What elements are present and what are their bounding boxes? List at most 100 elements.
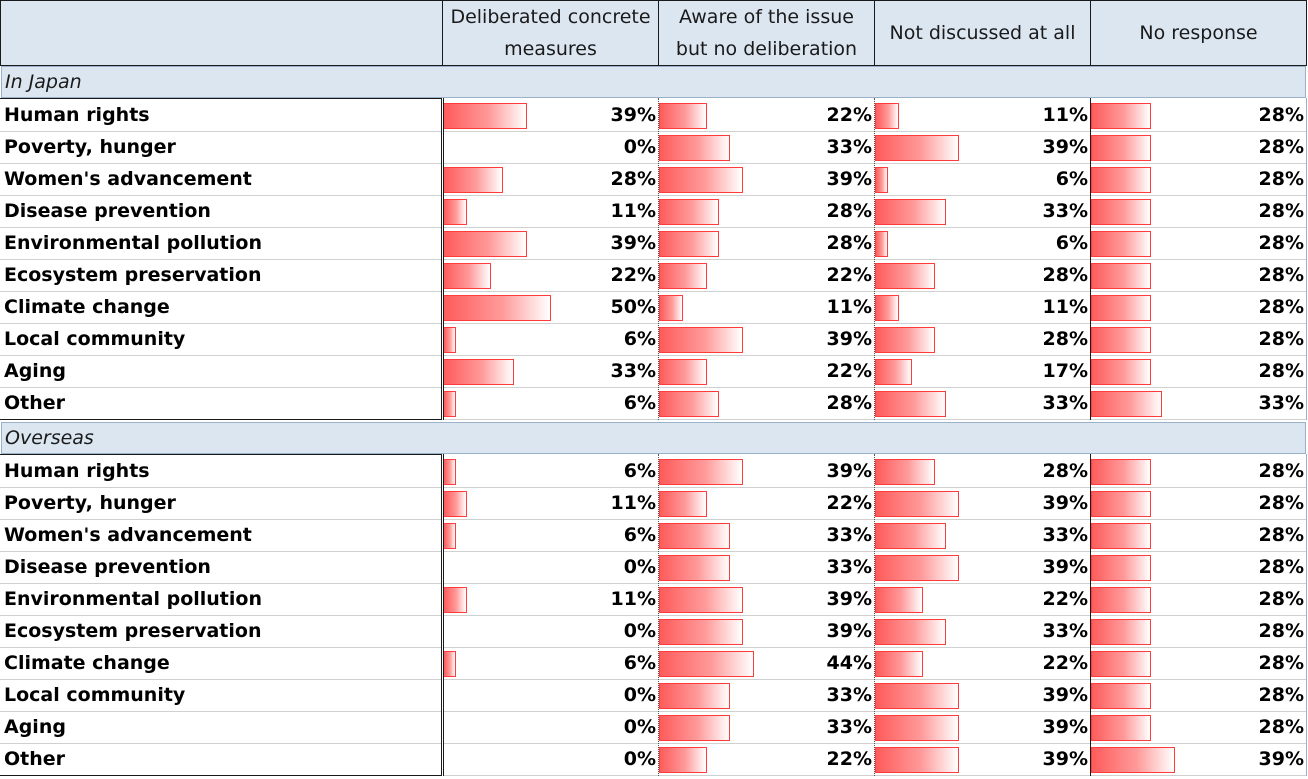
table-row: Environmental pollution 11% 39% 22% 28% <box>0 584 1308 616</box>
row-label: Other <box>0 388 441 420</box>
cell-deliberated: 28% <box>443 164 659 196</box>
data-value-label: 39% <box>1042 492 1088 514</box>
cell-aware: 33% <box>659 132 875 164</box>
data-value-label: 28% <box>1258 200 1304 222</box>
data-bar <box>659 651 754 677</box>
data-value-label: 6% <box>623 392 656 414</box>
data-value-label: 22% <box>1042 652 1088 674</box>
data-value-label: 11% <box>826 296 872 318</box>
data-value-label: 11% <box>610 588 656 610</box>
data-bar <box>443 295 551 321</box>
data-bar <box>1091 327 1151 353</box>
data-bar <box>1091 555 1151 581</box>
column-divider <box>1090 98 1091 420</box>
table-row: Ecosystem preservation 0% 39% 33% 28% <box>0 616 1308 648</box>
data-value-label: 39% <box>826 620 872 642</box>
data-value-label: 28% <box>1258 328 1304 350</box>
cell-not-discussed: 39% <box>875 680 1091 712</box>
data-value-label: 28% <box>1258 684 1304 706</box>
table-row: Poverty, hunger 11% 22% 39% 28% <box>0 488 1308 520</box>
data-bar <box>659 167 743 193</box>
cell-deliberated: 39% <box>443 100 659 132</box>
cell-aware: 39% <box>659 456 875 488</box>
data-bar <box>659 231 719 257</box>
row-label: Climate change <box>0 648 441 680</box>
cell-not-discussed: 11% <box>875 292 1091 324</box>
cell-aware: 22% <box>659 488 875 520</box>
table-row: Environmental pollution 39% 28% 6% 28% <box>0 228 1308 260</box>
data-bar <box>875 651 923 677</box>
row-label: Climate change <box>0 292 441 324</box>
data-bar <box>659 491 707 517</box>
data-bar <box>659 523 730 549</box>
data-value-label: 11% <box>610 492 656 514</box>
cell-not-discussed: 22% <box>875 584 1091 616</box>
cell-no-response: 28% <box>1091 584 1307 616</box>
column-divider <box>658 454 659 776</box>
data-bar <box>1091 103 1151 129</box>
column-divider <box>443 98 444 420</box>
cell-aware: 22% <box>659 260 875 292</box>
data-bar <box>443 391 456 417</box>
data-bar <box>659 747 707 773</box>
data-value-label: 28% <box>1042 460 1088 482</box>
cell-no-response: 39% <box>1091 744 1307 776</box>
cell-aware: 33% <box>659 520 875 552</box>
row-label: Poverty, hunger <box>0 488 441 520</box>
data-bar <box>875 523 946 549</box>
data-bar <box>659 391 719 417</box>
cell-deliberated: 0% <box>443 616 659 648</box>
row-label: Environmental pollution <box>0 228 441 260</box>
cell-not-discussed: 28% <box>875 260 1091 292</box>
data-bar <box>443 199 467 225</box>
cell-deliberated: 0% <box>443 132 659 164</box>
table-row: Human rights 39% 22% 11% 28% <box>0 100 1308 132</box>
data-bar <box>443 167 503 193</box>
data-bar <box>1091 199 1151 225</box>
row-label: Poverty, hunger <box>0 132 441 164</box>
data-bar <box>659 327 743 353</box>
data-bar <box>443 359 514 385</box>
data-value-label: 17% <box>1042 360 1088 382</box>
cell-aware: 33% <box>659 680 875 712</box>
data-value-label: 22% <box>1042 588 1088 610</box>
data-value-label: 28% <box>610 168 656 190</box>
table-row: Disease prevention 11% 28% 33% 28% <box>0 196 1308 228</box>
data-bar <box>875 587 923 613</box>
data-value-label: 28% <box>1258 264 1304 286</box>
data-value-label: 39% <box>826 168 872 190</box>
data-bar <box>443 651 456 677</box>
data-value-label: 0% <box>623 684 656 706</box>
row-label: Local community <box>0 680 441 712</box>
row-label: Disease prevention <box>0 196 441 228</box>
data-bar <box>443 231 527 257</box>
data-bar <box>1091 391 1162 417</box>
data-bar <box>875 263 935 289</box>
data-value-label: 28% <box>1258 652 1304 674</box>
data-value-label: 22% <box>826 360 872 382</box>
cell-deliberated: 0% <box>443 552 659 584</box>
table-row: Aging 0% 33% 39% 28% <box>0 712 1308 744</box>
data-value-label: 39% <box>826 328 872 350</box>
data-value-label: 28% <box>1042 328 1088 350</box>
data-value-label: 33% <box>1258 392 1304 414</box>
cell-deliberated: 6% <box>443 324 659 356</box>
data-value-label: 0% <box>623 620 656 642</box>
data-bar <box>659 715 730 741</box>
table-row: Women's advancement 6% 33% 33% 28% <box>0 520 1308 552</box>
data-bar <box>443 263 491 289</box>
data-value-label: 33% <box>826 716 872 738</box>
cell-not-discussed: 28% <box>875 456 1091 488</box>
block-bottom-border <box>0 775 442 776</box>
data-value-label: 28% <box>1258 296 1304 318</box>
data-value-label: 0% <box>623 136 656 158</box>
data-bar <box>875 199 946 225</box>
data-bar <box>875 231 888 257</box>
data-value-label: 11% <box>610 200 656 222</box>
row-label: Aging <box>0 356 441 388</box>
column-divider <box>658 98 659 420</box>
row-label: Women's advancement <box>0 164 441 196</box>
data-value-label: 28% <box>1258 524 1304 546</box>
cell-no-response: 28% <box>1091 616 1307 648</box>
table-row: Other 6% 28% 33% 33% <box>0 388 1308 420</box>
